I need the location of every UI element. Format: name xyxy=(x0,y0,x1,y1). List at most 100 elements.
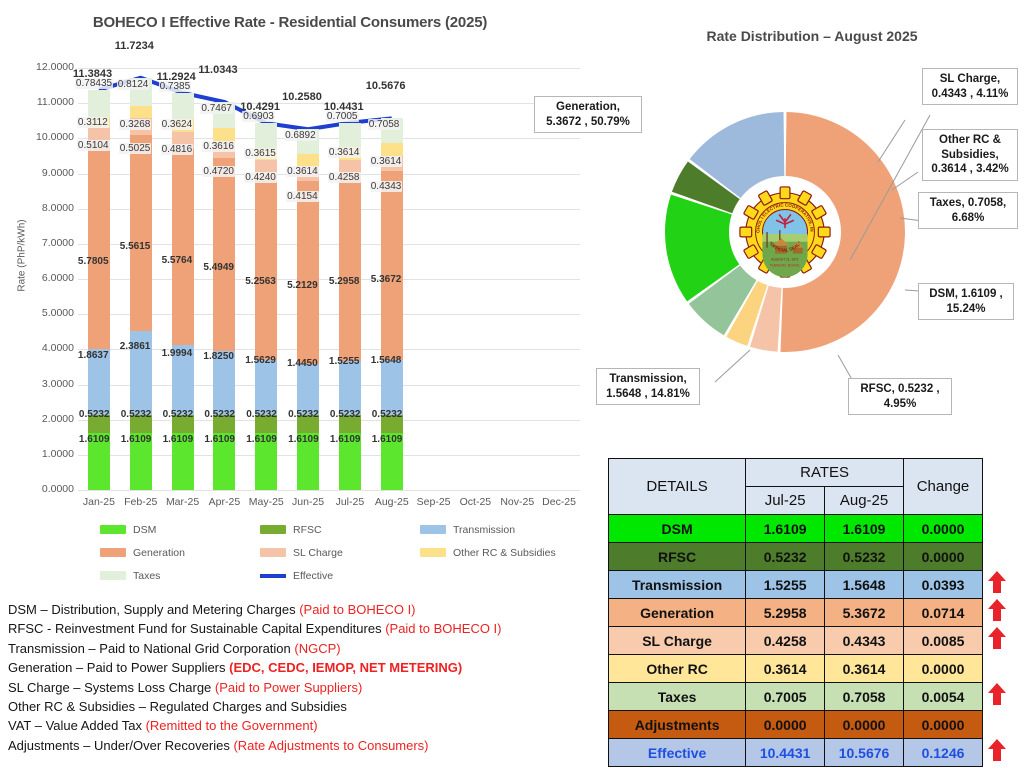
bar-segment xyxy=(129,331,152,415)
bar-data-label: 5.2958 xyxy=(328,276,360,288)
bar-data-label: 0.7005 xyxy=(325,110,359,122)
table-cell-change: 0.0714 xyxy=(902,598,984,627)
note-line: Other RC & Subsidies – Regulated Charges… xyxy=(8,697,608,716)
bar-data-label: 0.7058 xyxy=(367,119,401,131)
table-row: Transmission 1.5255 1.5648 0.0393 xyxy=(607,570,984,599)
x-axis-tick: May-25 xyxy=(248,496,284,508)
svg-text:TUBIGON, BOHOL: TUBIGON, BOHOL xyxy=(770,263,800,267)
bar-data-label: 0.7467 xyxy=(200,102,233,114)
note-payee: (Paid to BOHECO I) xyxy=(385,621,502,637)
increase-arrow-icon xyxy=(988,599,1006,621)
table-cell-jul: 0.5232 xyxy=(745,542,826,571)
bar-segment xyxy=(297,364,320,415)
bar-segment xyxy=(338,433,361,490)
legend-item[interactable]: Generation xyxy=(100,541,260,564)
bar-segment xyxy=(255,160,278,176)
bar-data-label: 0.6903 xyxy=(242,111,275,123)
callout-line: Subsidies, xyxy=(941,148,999,161)
y-axis-tick: 12.0000 xyxy=(36,61,74,73)
y-axis-tick: 10.0000 xyxy=(36,131,74,144)
table-cell-label: DSM xyxy=(607,514,747,543)
bar-data-label: 0.5232 xyxy=(329,408,361,420)
bar-data-label: 0.4343 xyxy=(369,180,403,192)
table-cell-aug: 5.3672 xyxy=(824,598,904,627)
table-cell-aug: 0.0000 xyxy=(824,710,904,739)
increase-arrow-icon xyxy=(988,683,1006,705)
increase-arrow-icon xyxy=(988,739,1006,761)
note-payee: (Remitted to the Government) xyxy=(145,718,318,734)
bar-data-label: 5.7805 xyxy=(77,255,109,267)
donut-slice-transmission[interactable] xyxy=(689,112,785,198)
callout-line: 15.24% xyxy=(946,302,986,315)
bar-data-label: 0.5232 xyxy=(288,408,319,420)
bar-data-label: 1.4450 xyxy=(287,357,318,369)
bar-data-label: 5.2563 xyxy=(245,275,276,287)
legend-item[interactable]: DSM xyxy=(100,518,260,541)
donut-slice-generation[interactable] xyxy=(780,112,905,352)
donut-slice-rfsc[interactable] xyxy=(671,161,740,214)
y-axis-tick: 11.0000 xyxy=(36,96,74,109)
effective-data-label: 10.5676 xyxy=(365,80,406,93)
legend-label: DSM xyxy=(133,523,157,536)
table-cell-change: 0.0000 xyxy=(902,514,984,543)
legend-item[interactable]: RFSC xyxy=(260,518,420,541)
table-cell-label: Generation xyxy=(607,598,747,627)
legend-item[interactable]: Other RC & Subsidies xyxy=(420,541,580,564)
bar-data-label: 0.3268 xyxy=(118,119,152,131)
table-row: Taxes 0.7005 0.7058 0.0054 xyxy=(607,682,984,711)
y-axis-tick: 5.0000 xyxy=(41,307,74,320)
y-axis-tick: 9.0000 xyxy=(41,166,74,179)
bar-segment xyxy=(380,143,403,156)
callout-line: Generation, xyxy=(556,101,620,113)
bar-segment xyxy=(380,171,403,360)
bar-data-label: 1.6109 xyxy=(288,434,319,445)
note-line: RFSC - Reinvestment Fund for Sustainable… xyxy=(8,619,608,638)
notes-legend: DSM – Distribution, Supply and Metering … xyxy=(8,600,608,755)
y-axis-tick: 0.0000 xyxy=(41,483,74,495)
gridline xyxy=(78,103,580,105)
callout-line: 5.3672 , 50.79% xyxy=(546,115,630,128)
legend-item[interactable]: SL Charge xyxy=(260,541,420,564)
y-axis-tick: 2.0000 xyxy=(41,412,74,425)
table-cell-change: 0.0000 xyxy=(902,542,984,571)
th-change: Change xyxy=(902,458,984,515)
table-cell-change: 0.0393 xyxy=(902,570,984,599)
legend-swatch xyxy=(100,548,126,557)
donut-slice-sl-charge[interactable] xyxy=(750,285,782,352)
bar-segment xyxy=(213,414,236,434)
bar-segment xyxy=(338,414,361,434)
callout-line: SL Charge, xyxy=(939,73,1001,85)
table-cell-aug: 10.5676 xyxy=(824,738,904,767)
y-axis-tick: 7.0000 xyxy=(41,236,74,249)
bar-segment xyxy=(338,175,361,362)
bar-data-label: 0.5025 xyxy=(118,142,152,154)
callout-line: 1.5648 , 14.81% xyxy=(606,387,690,400)
svg-text:AUGUST 11, 1971: AUGUST 11, 1971 xyxy=(771,257,799,261)
donut-slice-other-rc-subsidies[interactable] xyxy=(726,280,768,346)
donut-slice-dsm[interactable] xyxy=(665,194,740,302)
note-payee: (Paid to Power Suppliers) xyxy=(214,679,363,695)
legend-swatch xyxy=(420,525,446,534)
table-cell-aug: 0.4343 xyxy=(824,626,904,655)
note-text: Other RC & Subsidies – Regulated Charges… xyxy=(8,699,347,715)
note-line: Adjustments – Under/Over Recoveries (Rat… xyxy=(8,736,608,755)
legend-item[interactable]: Taxes xyxy=(100,564,260,587)
note-line: Transmission – Paid to National Grid Cor… xyxy=(8,639,608,658)
bar-segment xyxy=(255,360,278,415)
donut-slice-taxes[interactable] xyxy=(688,265,757,336)
note-line: VAT – Value Added Tax (Remitted to the G… xyxy=(8,716,608,735)
x-axis-tick: Apr-25 xyxy=(208,496,241,508)
bar-data-label: 0.8124 xyxy=(116,78,150,90)
legend-label: Generation xyxy=(133,546,185,559)
gridline xyxy=(78,384,580,386)
table-header-row-2: Jul-25 Aug-25 xyxy=(609,486,983,515)
bar-data-label: 1.6109 xyxy=(371,434,403,445)
gridline xyxy=(78,243,580,245)
legend-item[interactable]: Effective xyxy=(260,564,420,587)
legend-item[interactable]: Transmission xyxy=(420,518,580,541)
bar-segment xyxy=(297,180,320,365)
note-text: Transmission – Paid to National Grid Cor… xyxy=(8,640,295,656)
note-payee: (EDC, CEDC, IEMOP, NET METERING) xyxy=(229,660,463,676)
table-cell-label: SL Charge xyxy=(607,626,747,655)
x-axis-tick: Nov-25 xyxy=(500,496,535,508)
